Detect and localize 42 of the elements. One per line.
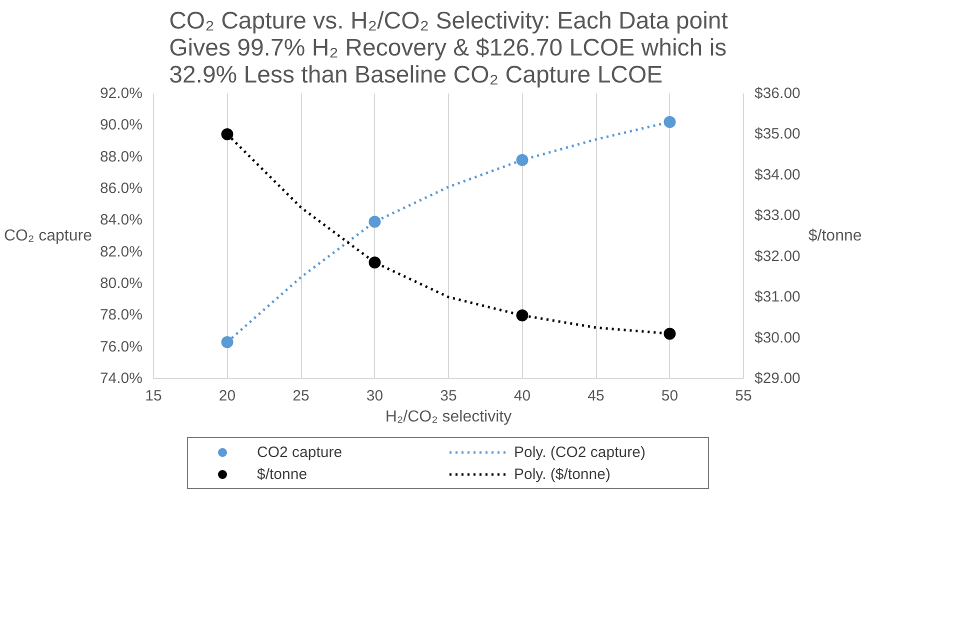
y2-tick-label: $35.00	[754, 126, 800, 143]
x-tick-label: 55	[735, 388, 752, 404]
y-tick-label: 76.0%	[100, 338, 143, 356]
legend-label: CO2 capture	[257, 444, 344, 460]
y-tick-label: 80.0%	[100, 275, 143, 292]
y2-tick-label: $36.00	[754, 85, 800, 102]
y-tick-label: 84.0%	[100, 212, 143, 229]
point	[221, 336, 234, 348]
y2-tick-label: $32.00	[754, 248, 800, 265]
point	[368, 256, 381, 268]
y-axis-title: CO₂ capture	[4, 228, 92, 244]
y-tick-label: 82.0%	[100, 243, 143, 260]
legend-label: Poly. ($/tonne)	[514, 466, 612, 482]
y-tick-label: 90.0%	[100, 116, 143, 134]
chart-title: CO₂ Capture vs. H₂/CO₂ Selectivity: Each Data point Gives 99.7% H₂ Recovery & $126.70 LCOE which is 32.9% Less than Baseline CO₂ Capture LCOE	[169, 8, 728, 88]
y2-axis-title: $/tonne	[808, 228, 862, 244]
y-tick-label: 92.0%	[100, 85, 143, 102]
y-tick-label: 88.0%	[100, 148, 143, 166]
y-tick-label: 86.0%	[100, 180, 143, 197]
y2-tick-label: $34.00	[754, 166, 800, 184]
x-tick-label: 40	[514, 388, 531, 404]
y-tick-label: 74.0%	[100, 370, 143, 387]
y-tick-label: 78.0%	[100, 306, 143, 324]
x-axis-title: H₂/CO₂ selectivity	[385, 408, 512, 426]
x-tick-label: 20	[218, 388, 236, 404]
point	[516, 309, 528, 322]
x-tick-label: 45	[588, 388, 604, 404]
y2-tick-label: $29.00	[754, 370, 800, 387]
x-tick-label: 25	[292, 388, 310, 404]
y2-tick-label: $33.00	[754, 207, 800, 224]
point	[221, 128, 234, 140]
x-tick-label: 30	[366, 388, 384, 404]
legend-label: $/tonne	[257, 466, 308, 482]
point	[664, 116, 676, 128]
x-tick-label: 50	[661, 388, 678, 404]
legend-label: Poly. (CO2 capture)	[514, 444, 646, 460]
point	[664, 328, 676, 340]
y2-tick-label: $30.00	[754, 329, 800, 346]
x-tick-label: 35	[440, 388, 457, 404]
point	[516, 154, 528, 166]
x-tick-label: 15	[145, 388, 162, 404]
y2-tick-label: $31.00	[754, 288, 800, 306]
